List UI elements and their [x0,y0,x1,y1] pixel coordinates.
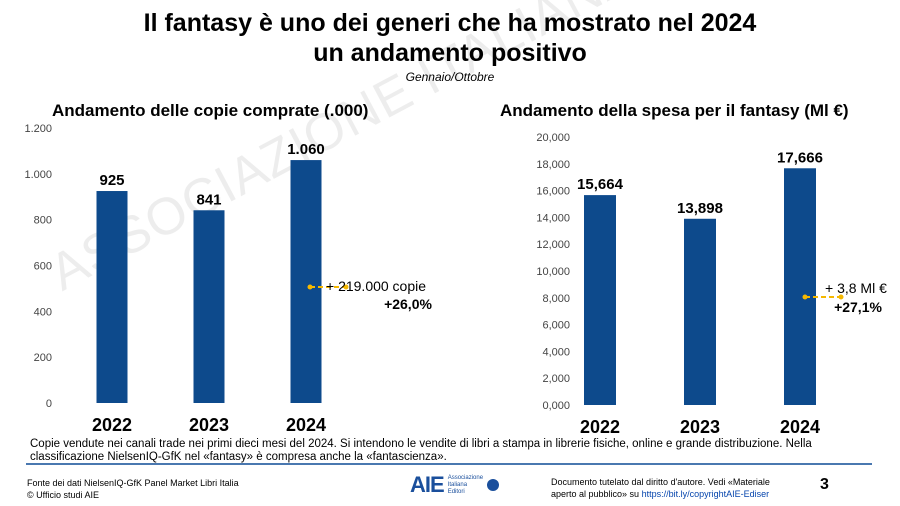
bar [684,218,716,405]
chart-title-spending: Andamento della spesa per il fantasy (Ml… [500,101,849,120]
y-tick-label: 600 [34,261,52,273]
data-label: 13,898 [677,200,723,217]
bar [96,191,128,403]
y-tick-label: 0,000 [542,400,570,412]
annotation-change: + 219.000 copie [326,278,426,294]
copyright-notice: Documento tutelato dal diritto d'autore.… [551,476,791,500]
chart-title-copies: Andamento delle copie comprate (.000) [52,101,369,120]
divider [26,463,872,465]
annotation-percent: +27,1% [834,299,882,315]
logo-badge-icon [487,479,500,491]
y-tick-label: 400 [34,306,52,318]
y-tick-label: 6,000 [542,320,570,332]
x-tick-label: 2022 [92,415,132,435]
subtitle: Gennaio/Ottobre [405,70,495,84]
y-tick-label: 12,000 [536,239,570,251]
y-tick-label: 1.200 [24,123,52,135]
x-tick-label: 2023 [189,415,229,435]
data-label: 15,664 [577,176,624,193]
page-number: 3 [820,476,829,493]
page-title: Il fantasy è uno dei generi che ha mostr… [0,8,900,68]
data-label: 925 [99,172,124,189]
y-tick-label: 2,000 [542,373,570,385]
x-tick-label: 2024 [286,415,326,435]
annotation-percent: +26,0% [384,296,432,312]
x-tick-label: 2023 [680,417,720,437]
logo-text-1: Associazione [447,474,484,481]
logo-mark: AIE [410,472,445,497]
y-tick-label: 4,000 [542,346,570,358]
data-label: 1.060 [287,141,325,158]
logo-text-3: Editori [447,488,465,495]
y-tick-label: 16,000 [536,186,570,198]
annotation-change: + 3,8 Ml € [825,280,887,296]
y-tick-label: 0 [46,398,52,410]
bar [584,195,616,405]
y-tick-label: 10,000 [536,266,570,278]
x-tick-label: 2022 [580,417,620,437]
source-office: © Ufficio studi AIE [27,490,99,500]
arrow-end-icon [343,284,349,290]
logo-text-2: Italiana [447,481,468,488]
y-tick-label: 1.000 [24,169,52,181]
arrow-start-icon [802,294,808,300]
source-line: Fonte dei dati NielsenIQ-GfK Panel Marke… [27,478,239,488]
bar [290,160,322,403]
y-tick-label: 8,000 [542,293,570,305]
data-label: 841 [196,191,221,208]
y-tick-label: 20,000 [536,132,570,144]
y-tick-label: 14,000 [536,212,570,224]
title-line-2: un andamento positivo [313,39,587,67]
y-tick-label: 18,000 [536,159,570,171]
y-tick-label: 200 [34,352,52,364]
arrow-end-icon [838,294,844,300]
x-tick-label: 2024 [780,417,820,437]
data-label: 17,666 [777,149,823,166]
source: Fonte dei dati NielsenIQ-GfK Panel Marke… [27,477,239,501]
bar [193,210,225,403]
logo-text: Associazione Italiana Editori [448,475,483,496]
footnote: Copie vendute nei canali trade nei primi… [30,438,812,463]
y-tick-label: 800 [34,215,52,227]
title-line-1: Il fantasy è uno dei generi che ha mostr… [143,9,757,37]
arrow-start-icon [307,284,313,290]
copyright-text: Documento tutelato dal diritto d'autore.… [551,477,770,499]
bar [784,168,816,405]
aie-logo: AIE Associazione Italiana Editori [410,472,500,498]
copyright-link[interactable]: https://bit.ly/copyrightAIE-Ediser [641,489,770,499]
